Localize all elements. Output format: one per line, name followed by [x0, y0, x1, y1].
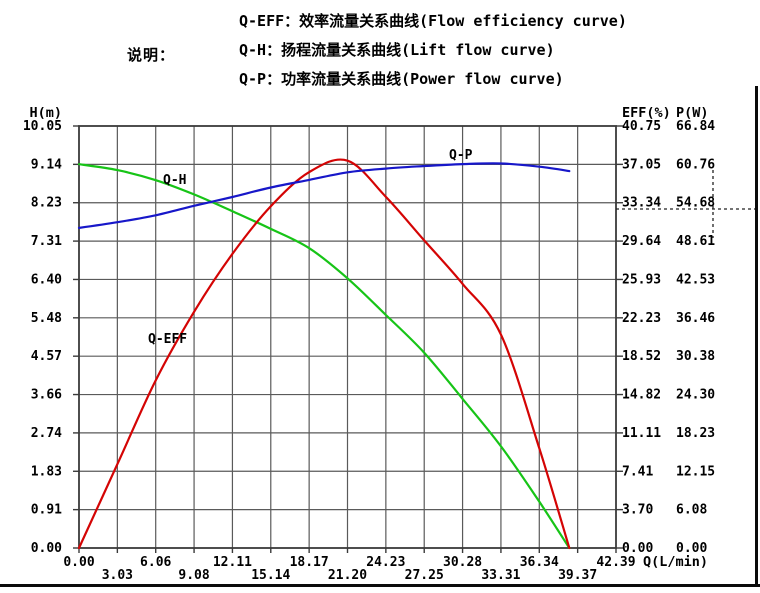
x-axis-tick-label: 27.25	[405, 568, 444, 583]
eff-axis-tick-label: 11.11	[622, 426, 661, 441]
eff-axis-tick-label: 33.34	[622, 196, 661, 211]
p-axis-tick-label: 42.53	[676, 272, 715, 287]
x-axis-tick-label: 42.39	[596, 555, 635, 570]
p-axis-tick-label: 0.00	[676, 541, 707, 556]
frame-bottom-line	[0, 584, 760, 587]
x-axis-tick-label: 21.20	[328, 568, 367, 583]
left-axis-title: H(m)	[29, 105, 62, 121]
curve-q-eff	[77, 158, 571, 550]
eff-axis-title: EFF(%)	[622, 105, 671, 121]
x-axis-tick-label: 15.14	[251, 568, 290, 583]
x-axis-tick-label: 36.34	[520, 555, 559, 570]
curve-label-q-h: Q-H	[163, 173, 186, 188]
x-axis-tick-label: 0.00	[63, 555, 94, 570]
eff-axis-tick-label: 0.00	[622, 541, 653, 556]
legend-line-qp: Q-P：功率流量关系曲线(Power flow curve)	[239, 70, 564, 88]
x-axis-tick-label: 24.23	[366, 555, 405, 570]
left-axis-tick-label: 1.83	[31, 464, 62, 479]
curve-q-h	[77, 163, 571, 550]
x-axis-tick-label: 6.06	[140, 555, 171, 570]
x-axis-tick-label: 33.31	[481, 568, 520, 583]
x-axis-tick-label: 9.08	[178, 568, 209, 583]
p-axis-tick-label: 60.76	[676, 157, 715, 172]
x-axis-tick-label: 30.28	[443, 555, 482, 570]
left-axis-tick-label: 6.40	[31, 272, 62, 287]
eff-axis-tick-label: 3.70	[622, 503, 653, 518]
curve-q-p	[77, 162, 571, 230]
legend-line-qh: Q-H：扬程流量关系曲线(Lift flow curve)	[239, 41, 555, 59]
x-axis-tick-label: 39.37	[558, 568, 597, 583]
p-axis-tick-label: 30.38	[676, 349, 715, 364]
eff-axis-tick-label: 25.93	[622, 272, 661, 287]
p-axis-tick-label: 6.08	[676, 503, 707, 518]
frame-right-line	[755, 86, 758, 587]
eff-axis-tick-label: 29.64	[622, 234, 661, 249]
left-axis-tick-label: 9.14	[31, 157, 62, 172]
eff-axis-tick-label: 18.52	[622, 349, 661, 364]
left-axis-tick-label: 2.74	[31, 426, 62, 441]
eff-axis-tick-label: 37.05	[622, 157, 661, 172]
p-axis-tick-label: 24.30	[676, 388, 715, 403]
x-axis-tick-label: 18.17	[290, 555, 329, 570]
x-axis-title: Q(L/min)	[643, 554, 708, 570]
p-axis-title: P(W)	[676, 105, 709, 121]
eff-axis-tick-label: 14.82	[622, 388, 661, 403]
p-axis-tick-label: 18.23	[676, 426, 715, 441]
x-axis-tick-label: 3.03	[102, 568, 133, 583]
x-axis-tick-label: 12.11	[213, 555, 252, 570]
legend-block: Q-EFF：效率流量关系曲线(Flow efficiency curve) Q-…	[239, 7, 627, 94]
p-axis-tick-label: 12.15	[676, 464, 715, 479]
eff-axis-tick-label: 40.75	[622, 119, 661, 134]
curve-label-q-eff: Q-EFF	[148, 332, 187, 347]
left-axis-tick-label: 5.48	[31, 311, 62, 326]
left-axis-tick-label: 0.91	[31, 503, 62, 518]
curve-label-q-p: Q-P	[449, 148, 473, 163]
left-axis-tick-label: 8.23	[31, 196, 62, 211]
left-axis-tick-label: 7.31	[31, 234, 62, 249]
p-axis-tick-label: 54.68	[676, 196, 715, 211]
left-axis-tick-label: 3.66	[31, 388, 62, 403]
legend-line-qeff: Q-EFF：效率流量关系曲线(Flow efficiency curve)	[239, 12, 627, 30]
note-label: 说明：	[127, 46, 176, 64]
eff-axis-tick-label: 22.23	[622, 311, 661, 326]
p-axis-tick-label: 66.84	[676, 119, 715, 134]
left-axis-tick-label: 4.57	[31, 349, 62, 364]
p-axis-tick-label: 48.61	[676, 234, 715, 249]
eff-axis-tick-label: 7.41	[622, 464, 653, 479]
p-axis-tick-label: 36.46	[676, 311, 715, 326]
left-axis-tick-label: 0.00	[31, 541, 62, 556]
left-axis-tick-label: 10.05	[23, 119, 62, 134]
